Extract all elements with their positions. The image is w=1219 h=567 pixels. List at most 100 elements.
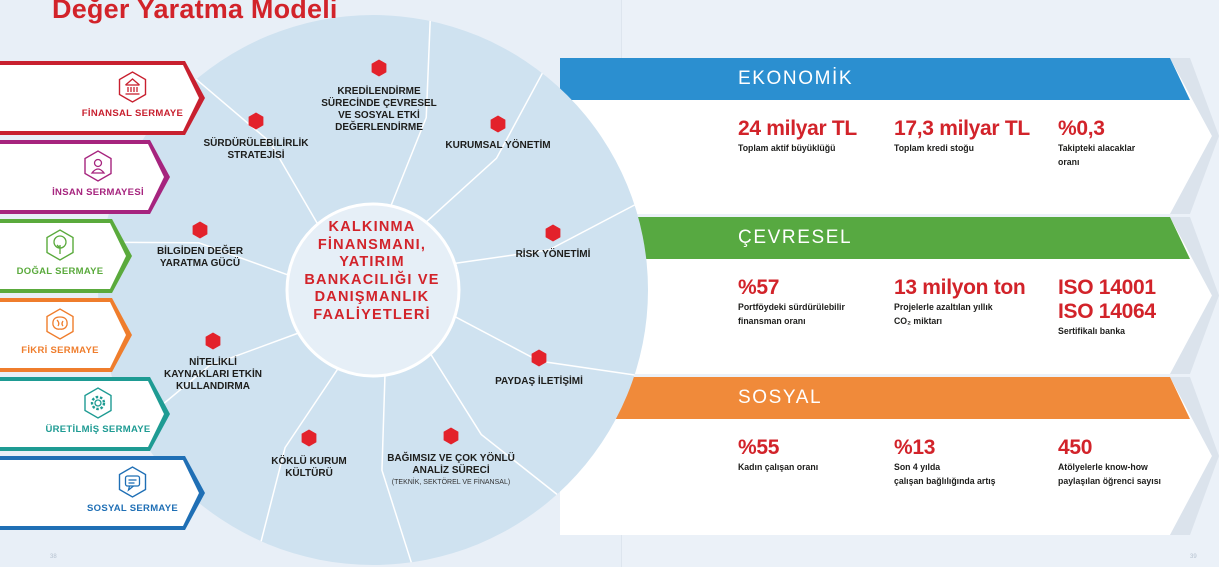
center-line: KALKINMA — [328, 219, 416, 235]
capital-arrow-inner — [0, 144, 164, 210]
segment-marker-icon — [490, 115, 506, 133]
page-number-left: 38 — [50, 554, 57, 560]
wheel-divider — [102, 241, 289, 276]
segment-label-line: SÜRECİNDE ÇEVRESEL — [321, 98, 437, 109]
segment-label-line: KREDİLENDİRME — [337, 86, 421, 97]
segment-label-line: STRATEJİSİ — [227, 150, 285, 161]
center-line: YATIRIM — [339, 254, 405, 270]
segment-label-line: NİTELİKLİ — [189, 357, 237, 368]
metric-label: Portföydeki sürdürülebilir — [738, 302, 845, 313]
center-line: FAALİYETLERİ — [313, 306, 431, 323]
center-line: FİNANSMANI, — [317, 236, 427, 253]
metric-value: 13 milyon ton — [894, 276, 1026, 299]
capital-label: ÜRETİLMİŞ SERMAYE — [45, 424, 151, 435]
wheel-segment-label: PAYDAŞ İLETİŞİMİ — [459, 376, 619, 388]
segment-marker-icon — [531, 349, 547, 367]
metric: %57 Portföydeki sürdürülebilir finansman o… — [738, 276, 893, 328]
wheel-segment-label: KÖKLÜ KURUM KÜLTÜRÜ — [229, 456, 389, 480]
capital-icon-frame — [46, 229, 74, 261]
capital-arrow-inner — [0, 65, 199, 131]
metric: %55 Kadın çalışan oranı — [738, 436, 893, 474]
speech-bubble-icon — [124, 475, 141, 492]
metric-value: %0,3 — [1058, 117, 1105, 140]
center-line: DANIŞMANLIK — [314, 289, 430, 305]
wheel-divider — [381, 375, 412, 563]
metric-value: %13 — [894, 436, 936, 459]
metric-value: 17,3 milyar TL — [894, 117, 1030, 140]
capital-label: FİKRİ SERMAYE — [21, 345, 99, 356]
capital-label: İNSAN SERMAYESİ — [52, 187, 144, 198]
metric-label: finansman oranı — [738, 316, 806, 327]
metric-label: Son 4 yılda — [894, 462, 941, 473]
metric-label: paylaşılan öğrenci sayısı — [1058, 476, 1161, 487]
wheel-segment-label: BAĞIMSIZ VE ÇOK YÖNLÜ ANALİZ SÜRECİ (TEKNİ… — [371, 453, 531, 488]
capital-icon-frame — [84, 387, 112, 419]
result-bands-graphics — [560, 58, 1219, 535]
band-chevron-tip — [1170, 58, 1219, 214]
wheel-segment-label: RİSK YÖNETİMİ — [473, 249, 633, 261]
wheel-divider — [454, 204, 635, 265]
segment-label-line: KÜLTÜRÜ — [285, 468, 333, 479]
wheel-divider — [425, 72, 543, 223]
segment-marker-icon — [301, 429, 317, 447]
segment-marker-icon — [192, 221, 208, 239]
wheel-segment-label: KREDİLENDİRME SÜRECİNDE ÇEVRESEL VE SOSYAL… — [299, 86, 459, 134]
page-number-right: 39 — [1190, 554, 1197, 560]
segment-label-line: ANALİZ SÜRECİ — [412, 465, 490, 476]
metric-label: Takipteki alacaklar — [1058, 143, 1136, 154]
wheel-segment-label: KURUMSAL YÖNETİM — [418, 140, 578, 152]
capital-icon-frame — [84, 150, 112, 182]
capital-label: DOĞAL SERMAYE — [16, 266, 104, 277]
metric-label: çalışan bağlılığında artış — [894, 476, 996, 487]
metric-label: oranı — [1058, 157, 1080, 168]
metric: %0,3 Takipteki alacaklar oranı — [1058, 117, 1213, 169]
segment-marker-icon — [248, 112, 264, 130]
band-header-bar — [560, 377, 1190, 419]
metric-label: Toplam kredi stoğu — [894, 143, 974, 154]
metric: %13 Son 4 yılda çalışan bağlılığında artış — [894, 436, 1049, 488]
wheel-divider — [260, 368, 339, 542]
capital-label: FİNANSAL SERMAYE — [81, 108, 184, 119]
capital-label: SOSYAL SERMAYE — [87, 503, 178, 514]
tree-icon — [53, 235, 67, 254]
segment-label-line: PAYDAŞ İLETİŞİMİ — [495, 376, 583, 387]
center-activities-label: KALKINMA FİNANSMANI, YATIRIM BANKACILIĞI… — [288, 219, 456, 324]
segment-label-line: BİLGİDEN DEĞER — [156, 246, 244, 257]
metric-value: 450 — [1058, 436, 1093, 459]
segment-label-line: KURUMSAL YÖNETİM — [445, 140, 551, 151]
capital-arrow-inner — [0, 381, 164, 447]
segment-label-line: DEĞERLENDİRME — [335, 122, 423, 133]
segment-label-line: BAĞIMSIZ VE ÇOK YÖNLÜ — [387, 453, 515, 464]
segment-sublabel: (TEKNİK, SEKTÖREL VE FİNANSAL) — [391, 479, 511, 486]
metric: ISO 14001 ISO 14064 Sertifikalı banka — [1058, 276, 1213, 338]
segment-marker-icon — [545, 224, 561, 242]
metric-label: Atölyelerle know-how — [1058, 462, 1148, 473]
bank-icon — [125, 78, 140, 95]
wheel-divider — [195, 78, 319, 225]
wheel-segment-label: SÜRDÜRÜLEBİLİRLİK STRATEJİSİ — [176, 138, 336, 162]
segment-label-line: YARATMA GÜCÜ — [159, 258, 241, 269]
segment-label-line: VE SOSYAL ETKİ — [338, 110, 420, 121]
metric: 13 milyon ton Projelerle azaltılan yıllık… — [894, 276, 1049, 328]
metric: 17,3 milyar TL Toplam kredi stoğu — [894, 117, 1049, 155]
wheel-divider — [429, 353, 558, 495]
segment-label-line: KAYNAKLARI ETKİN — [164, 369, 262, 380]
metric: 450 Atölyelerle know-how paylaşılan öğrenc… — [1058, 436, 1213, 488]
metric: 24 milyar TL Toplam aktif büyüklüğü — [738, 117, 893, 155]
wheel-segment-label: NİTELİKLİ KAYNAKLARI ETKİN KULLANDIRMA — [133, 357, 293, 393]
segment-label-line: SÜRDÜRÜLEBİLİRLİK — [203, 138, 309, 149]
capital-arrow-inner — [0, 302, 126, 368]
band-chevron-tip — [1170, 217, 1219, 374]
capital-arrow-inner — [0, 223, 126, 289]
wheel-divider — [390, 20, 431, 207]
wheel-graphics — [98, 15, 648, 565]
wheel-segment-label: BİLGİDEN DEĞER YARATMA GÜCÜ — [120, 246, 280, 270]
capital-icon-frame — [118, 71, 147, 103]
metric-label: Sertifikalı banka — [1058, 326, 1126, 337]
capital-icon-frame — [46, 308, 74, 340]
band-chevron-tip — [1170, 377, 1219, 535]
segment-label-line: KULLANDIRMA — [176, 381, 250, 392]
person-icon — [90, 158, 106, 174]
metric-value: %55 — [738, 436, 780, 459]
segment-label-line: RİSK YÖNETİMİ — [515, 249, 591, 260]
